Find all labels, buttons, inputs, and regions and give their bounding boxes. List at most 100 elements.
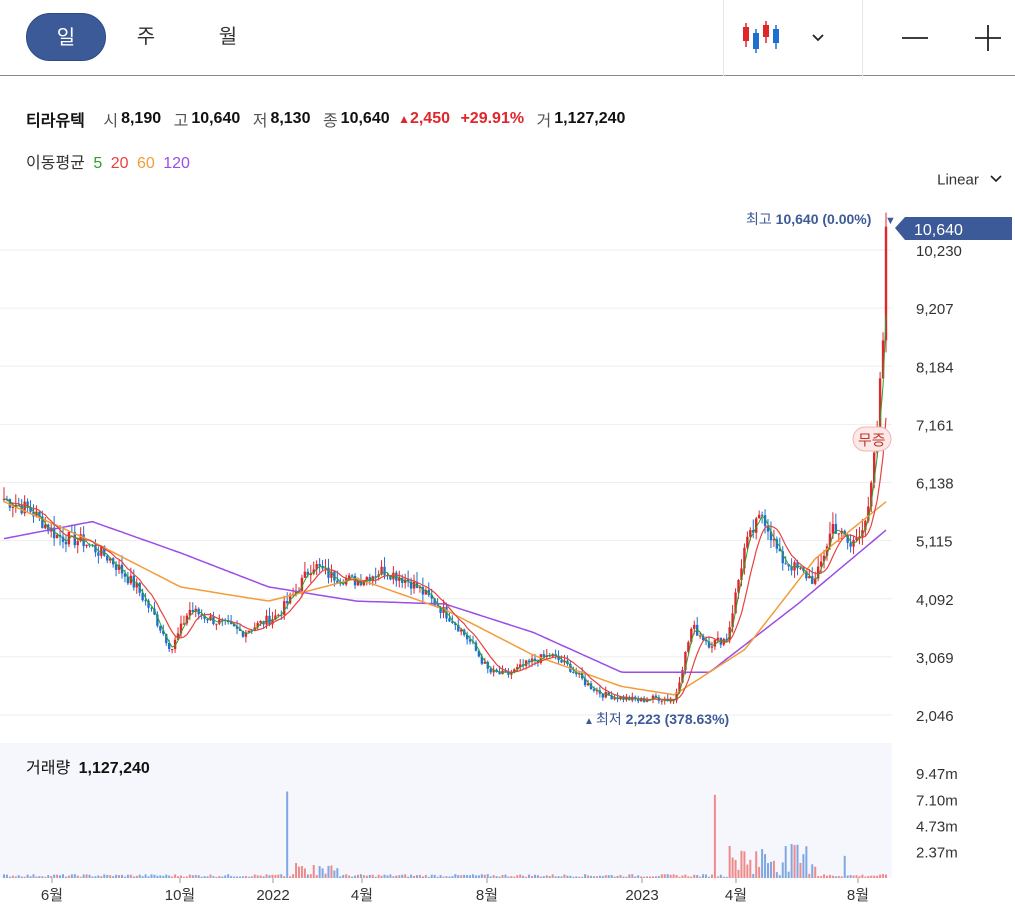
volume-bar (64, 876, 67, 878)
volume-bar (380, 875, 383, 878)
candle-body (586, 683, 590, 686)
volume-bar (203, 876, 206, 878)
volume-bar (584, 874, 587, 878)
candle-body (595, 690, 599, 692)
candle-body (483, 661, 487, 664)
candle-body (460, 629, 463, 632)
price-chart[interactable]: 10,230 9,207 8,184 7,161 6,138 5,115 4,092 3,06… (0, 190, 1015, 918)
volume-bar (129, 874, 132, 878)
candle-body (114, 564, 118, 570)
candle-body (359, 580, 363, 586)
volume-bar (300, 866, 303, 878)
candle-body (327, 567, 330, 578)
volume-bar (616, 875, 619, 878)
volume-bar (20, 876, 23, 878)
close-value: 10,640 (340, 110, 390, 127)
candle-body (421, 587, 425, 595)
volume-bar (755, 851, 758, 878)
volume-bar (153, 874, 156, 878)
candle-body (206, 618, 209, 621)
volume-bar (474, 875, 477, 878)
volume-bar (354, 875, 357, 878)
volume-bar (696, 875, 699, 878)
volume-bar (728, 845, 731, 878)
candle-body (135, 582, 138, 588)
ma-5[interactable]: 5 (93, 155, 103, 172)
candle-body (436, 605, 439, 607)
tab-daily[interactable]: 일 (26, 13, 106, 61)
volume-bar (805, 846, 808, 878)
volume-bar (837, 875, 840, 878)
candle-body (684, 651, 687, 671)
volume-bar (572, 876, 575, 878)
zoom-out-button[interactable] (880, 0, 950, 76)
candle-body (778, 548, 782, 552)
volume-bar (132, 876, 135, 878)
volume-bar (215, 876, 218, 878)
volume-bar (820, 876, 823, 878)
scale-dropdown[interactable]: Linear (937, 171, 1003, 189)
chart-type-dropdown[interactable] (724, 0, 862, 76)
volume-bar (191, 875, 194, 878)
volume-bar (359, 874, 362, 878)
candle-body (350, 575, 354, 577)
volume-bar (197, 875, 200, 878)
candle-body (873, 452, 876, 483)
volume-bar (637, 875, 640, 878)
x-tick-label: 8월 (476, 887, 498, 904)
tab-monthly[interactable]: 월 (218, 26, 238, 48)
y-tick-label: 6,138 (916, 476, 954, 493)
tab-weekly[interactable]: 주 (136, 26, 156, 48)
volume-bar (840, 876, 843, 878)
candle-body (861, 530, 864, 537)
volume-bar (533, 874, 536, 878)
volume-bar (283, 876, 286, 878)
y-tick-label: 5,115 (916, 534, 952, 551)
candle-body (315, 564, 318, 570)
volume-bar (643, 876, 646, 878)
candle-body (834, 523, 838, 534)
down-marker-icon: ▼ (885, 215, 896, 227)
candle-body (808, 576, 811, 579)
candle-body (825, 546, 829, 556)
candlestick-icon (743, 21, 779, 53)
candle-body (380, 566, 383, 575)
volume-bar (466, 875, 469, 878)
candle-body (796, 562, 799, 569)
candle-body (368, 577, 371, 582)
ma-20[interactable]: 20 (110, 155, 129, 172)
volume-bar (598, 875, 601, 878)
volume-bar (135, 875, 138, 878)
candle-body (85, 544, 88, 547)
volume-bar (649, 876, 652, 878)
y-tick-label: 9,207 (916, 301, 954, 318)
candle-body (867, 506, 870, 521)
candle-body (799, 567, 802, 569)
volume-bar (433, 874, 436, 878)
volume-bar (274, 874, 277, 878)
volume-bar (289, 876, 292, 878)
volume-bar (224, 875, 227, 878)
volume-bar (510, 876, 513, 878)
low-label: 저 (252, 113, 268, 130)
volume-bar (371, 874, 374, 878)
volume-bar (424, 874, 427, 878)
event-badge[interactable]: 무증 (852, 426, 892, 452)
candle-body (610, 695, 613, 700)
volume-bar (764, 854, 767, 878)
volume-bar (457, 875, 460, 878)
candle-body (752, 530, 755, 533)
volume-bar (743, 851, 746, 878)
volume-bar (162, 875, 165, 878)
ma-120[interactable]: 120 (163, 155, 190, 172)
volume-bar (846, 875, 849, 878)
volume-bar (563, 874, 566, 878)
ma-60[interactable]: 60 (136, 155, 155, 172)
volume-bar (619, 874, 622, 878)
volume-tick-label: 9.47m (916, 766, 958, 783)
candle-body (356, 580, 360, 586)
zoom-in-button[interactable] (955, 0, 1015, 76)
volume-bar (247, 876, 250, 878)
volume-bar (404, 874, 407, 878)
volume-bar (855, 875, 858, 878)
